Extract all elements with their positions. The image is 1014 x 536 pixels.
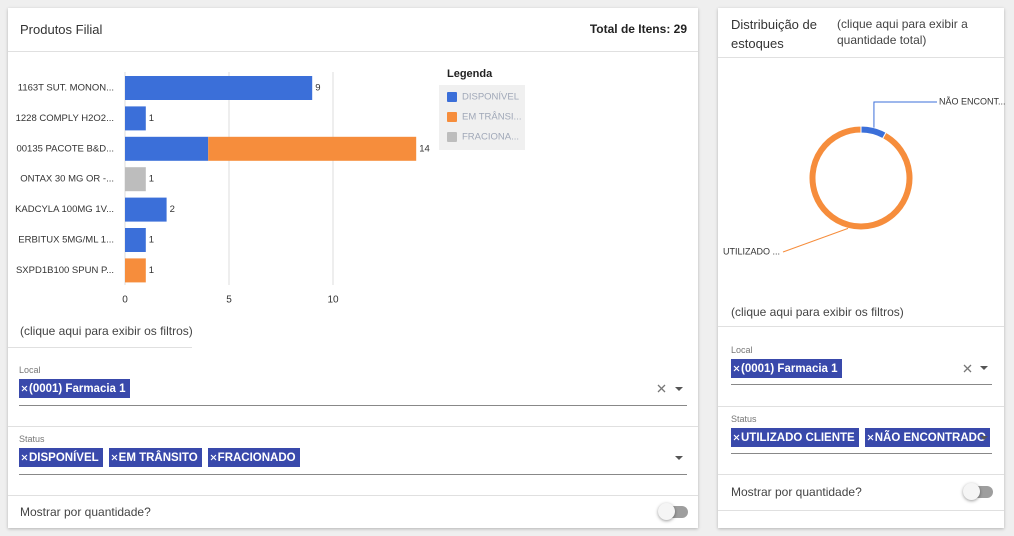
- toggle-label: Mostrar por quantidade?: [731, 485, 862, 499]
- dropdown-arrow[interactable]: [980, 366, 988, 370]
- chip[interactable]: UTILIZADO CLIENTE: [731, 428, 859, 447]
- produtos-card: [8, 8, 698, 528]
- filters-hint[interactable]: (clique aqui para exibir os filtros): [731, 305, 904, 319]
- divider: [718, 57, 1004, 58]
- chip-remove[interactable]: [867, 434, 874, 441]
- chip-text: NÃO ENCONTRADO: [874, 431, 986, 444]
- chip[interactable]: (0001) Farmacia 1: [731, 359, 842, 378]
- chip-remove[interactable]: [733, 434, 740, 441]
- field-label: Status: [19, 434, 45, 444]
- chip-text: EM TRÂNSITO: [118, 451, 198, 464]
- chip-text: FRACIONADO: [217, 451, 296, 464]
- chip-remove[interactable]: [111, 454, 118, 461]
- clear-icon[interactable]: [963, 364, 972, 373]
- chips: (0001) Farmacia 1: [19, 379, 130, 398]
- chip-text: (0001) Farmacia 1: [741, 362, 838, 375]
- divider: [8, 347, 192, 348]
- underline: [19, 405, 687, 406]
- chip-remove[interactable]: [733, 365, 740, 372]
- chips: (0001) Farmacia 1: [731, 359, 842, 378]
- dropdown-arrow[interactable]: [980, 436, 988, 440]
- divider: [8, 426, 698, 427]
- toggle-label: Mostrar por quantidade?: [20, 505, 151, 519]
- field-label: Local: [731, 345, 753, 355]
- chip-text: UTILIZADO CLIENTE: [741, 431, 855, 444]
- dropdown-arrow[interactable]: [675, 456, 683, 460]
- divider: [718, 474, 1004, 475]
- dropdown-arrow[interactable]: [675, 387, 683, 391]
- field-label: Local: [19, 365, 41, 375]
- chips: DISPONÍVEL EM TRÂNSITO FRACIONADO: [19, 448, 300, 467]
- chip-text: (0001) Farmacia 1: [29, 382, 126, 395]
- divider: [8, 51, 698, 52]
- divider: [718, 326, 1004, 327]
- chip[interactable]: (0001) Farmacia 1: [19, 379, 130, 398]
- distribuicao-card: [718, 8, 1004, 528]
- chip-text: DISPONÍVEL: [29, 451, 99, 464]
- toggle[interactable]: [658, 503, 688, 520]
- card-title: Distribuição de estoques: [731, 17, 817, 51]
- clear-icon[interactable]: [657, 384, 666, 393]
- divider: [718, 510, 1004, 511]
- toggle[interactable]: [963, 483, 993, 500]
- divider: [8, 495, 698, 496]
- field-label: Status: [731, 414, 757, 424]
- chip[interactable]: EM TRÂNSITO: [108, 448, 202, 467]
- chip-remove[interactable]: [21, 385, 28, 392]
- chip[interactable]: NÃO ENCONTRADO: [864, 428, 990, 447]
- underline: [731, 384, 992, 385]
- chip[interactable]: DISPONÍVEL: [19, 448, 103, 467]
- subtitle[interactable]: (clique aqui para exibir a quantidade to…: [837, 17, 968, 47]
- divider: [718, 406, 1004, 407]
- chip-remove[interactable]: [21, 454, 28, 461]
- chip[interactable]: FRACIONADO: [207, 448, 300, 467]
- chip-remove[interactable]: [210, 454, 217, 461]
- filters-hint[interactable]: (clique aqui para exibir os filtros): [20, 324, 193, 338]
- chips: UTILIZADO CLIENTE NÃO ENCONTRADO: [731, 428, 990, 447]
- card-title: Produtos Filial: [20, 22, 103, 37]
- total: Total de Itens: 29: [589, 22, 687, 36]
- underline: [731, 453, 992, 454]
- underline: [19, 474, 687, 475]
